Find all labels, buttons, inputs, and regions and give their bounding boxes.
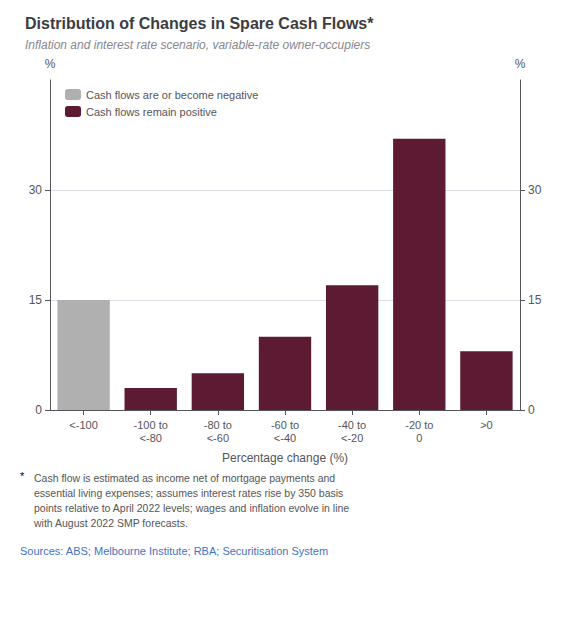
svg-text:Cash flows are or become negat: Cash flows are or become negative	[86, 89, 258, 101]
svg-text:0: 0	[416, 432, 422, 444]
svg-text:<-20: <-20	[341, 432, 363, 444]
svg-text:15: 15	[528, 293, 542, 307]
svg-text:>0: >0	[480, 419, 493, 431]
svg-text:essential living expenses; ass: essential living expenses; assumes inter…	[34, 487, 343, 499]
svg-text:0: 0	[35, 403, 42, 417]
svg-text:<-40: <-40	[274, 432, 296, 444]
svg-text:Cash flows remain positive: Cash flows remain positive	[86, 106, 217, 118]
svg-text:-20 to: -20 to	[405, 419, 433, 431]
svg-text:-40 to: -40 to	[338, 419, 366, 431]
svg-text:30: 30	[528, 183, 542, 197]
svg-text:-80 to: -80 to	[204, 419, 232, 431]
svg-text:<-60: <-60	[207, 432, 229, 444]
svg-text:Distribution of Changes in Spa: Distribution of Changes in Spare Cash Fl…	[25, 15, 374, 32]
svg-text:-100 to: -100 to	[134, 419, 168, 431]
svg-text:Inflation and interest rate sc: Inflation and interest rate scenario, va…	[25, 38, 370, 52]
svg-text:-60 to: -60 to	[271, 419, 299, 431]
svg-text:Cash flow is estimated as inco: Cash flow is estimated as income net of …	[34, 472, 335, 484]
svg-text:0: 0	[528, 403, 535, 417]
svg-text:Percentage change (%): Percentage change (%)	[222, 451, 348, 465]
svg-text:*: *	[20, 470, 25, 482]
svg-text:%: %	[515, 57, 526, 71]
svg-text:<-80: <-80	[140, 432, 162, 444]
svg-text:30: 30	[29, 183, 43, 197]
svg-text:points relative to April 2022: points relative to April 2022 levels; wa…	[34, 502, 349, 514]
svg-text:<-100: <-100	[69, 419, 97, 431]
svg-text:15: 15	[29, 293, 43, 307]
svg-text:Sources: ABS; Melbourne Instit: Sources: ABS; Melbourne Institute; RBA; …	[20, 545, 328, 557]
svg-text:with August 2022 SMP forecasts: with August 2022 SMP forecasts.	[33, 517, 188, 529]
svg-text:%: %	[45, 57, 56, 71]
